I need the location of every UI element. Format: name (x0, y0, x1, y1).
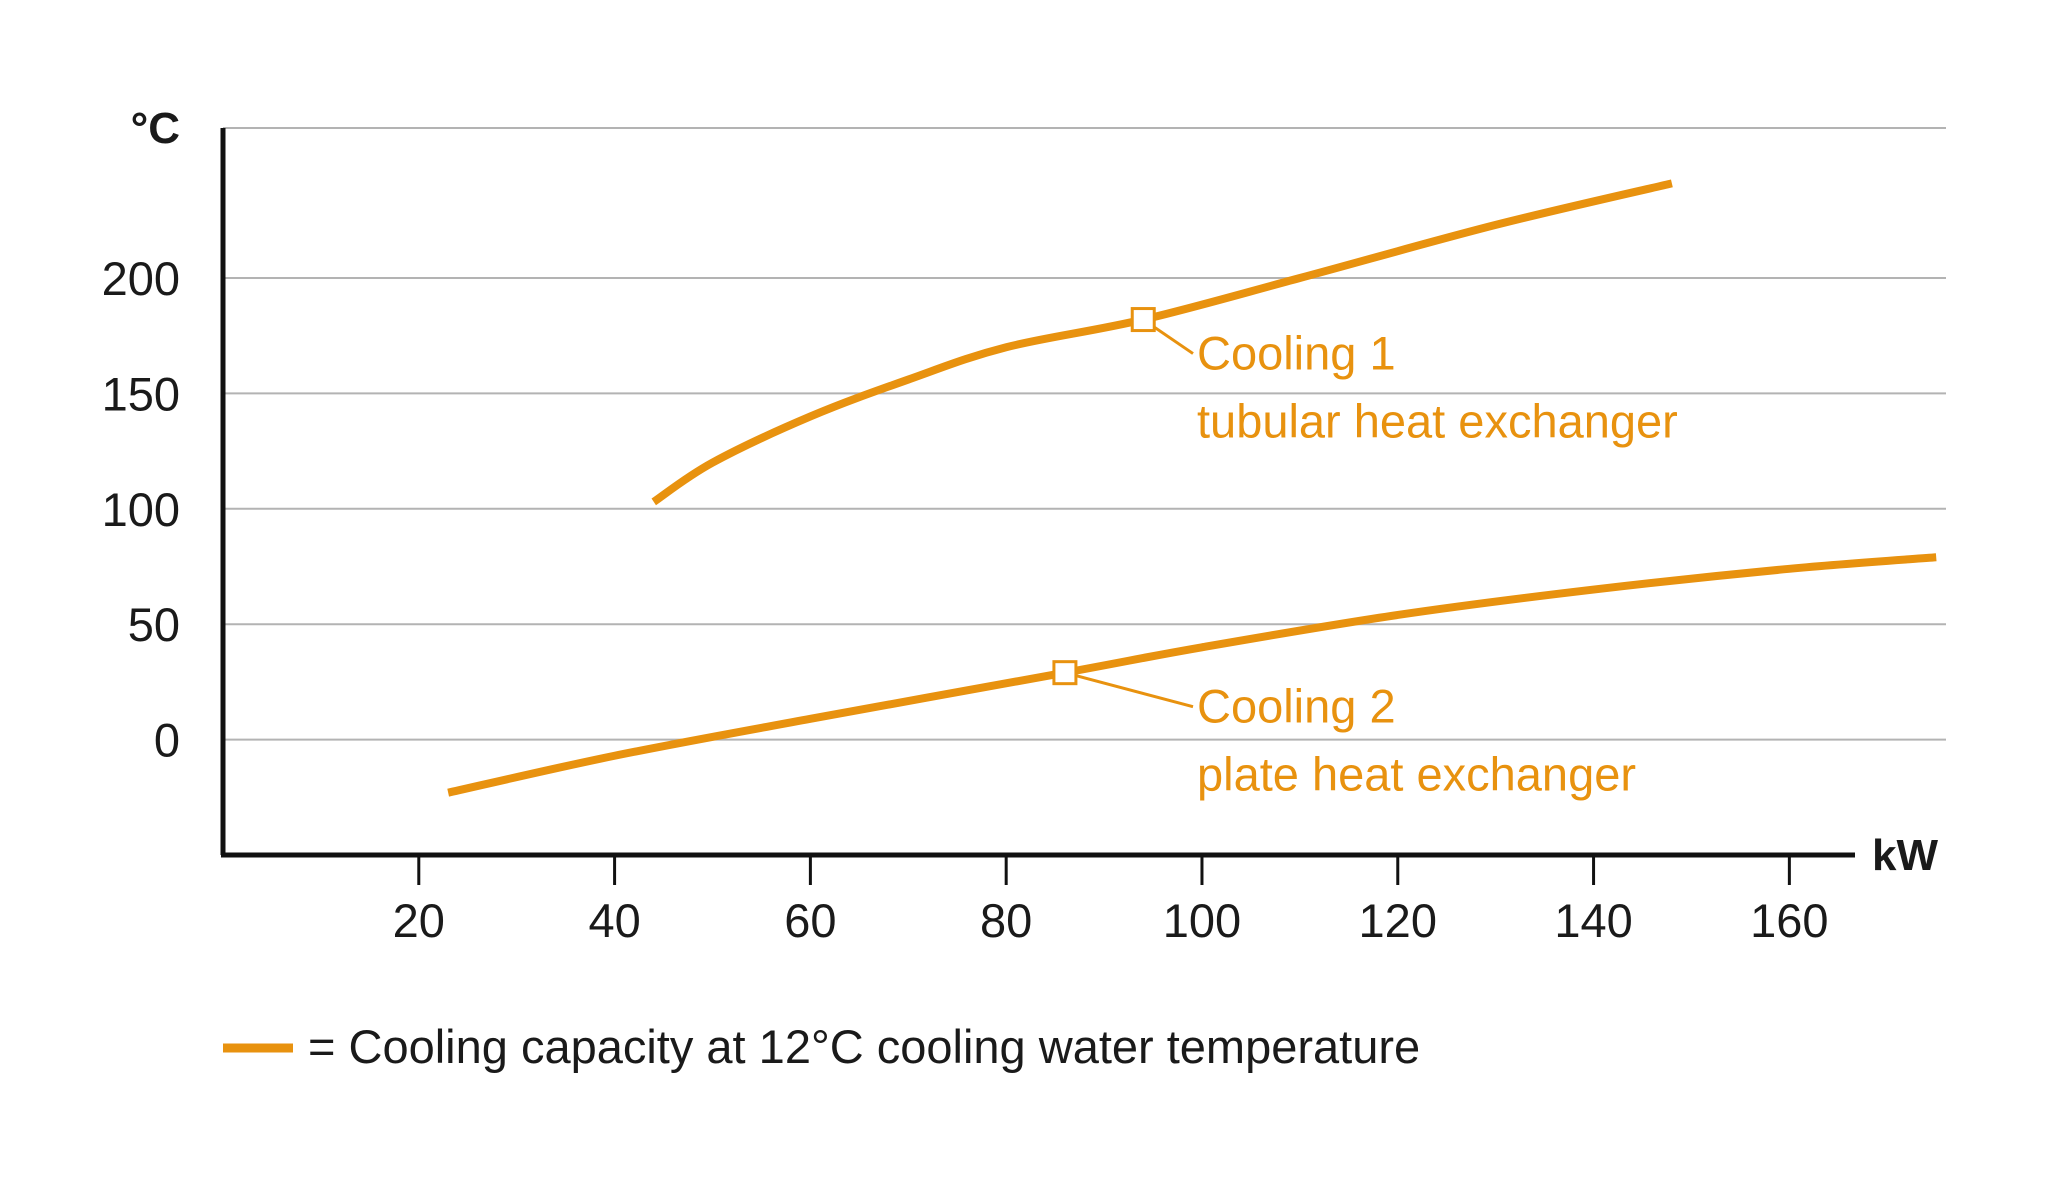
y-axis-unit-label: °C (131, 104, 180, 153)
y-tick-label-100: 100 (102, 483, 180, 536)
y-tick-label-200: 200 (102, 252, 180, 305)
series-line-2 (447, 553, 1937, 797)
series-layer (447, 179, 1937, 797)
series-marker-2 (1052, 660, 1078, 686)
callout-label-2-line-1: Cooling 2 (1197, 680, 1396, 733)
series-line-1 (651, 179, 1673, 506)
x-tick-label-100: 100 (1163, 894, 1241, 947)
tick-labels: 20 40 60 80 100 120 140 160 0 50 100 150 200 (102, 252, 1829, 947)
x-tick-label-20: 20 (393, 894, 445, 947)
x-tick-label-80: 80 (980, 894, 1032, 947)
x-tick-label-120: 120 (1359, 894, 1437, 947)
callout-label-2-line-2: plate heat exchanger (1197, 748, 1636, 801)
x-tick-label-160: 160 (1750, 894, 1828, 947)
callouts: Cooling 1 tubular heat exchanger Cooling 2… (1052, 307, 1678, 801)
axes: °C kW (131, 104, 1939, 880)
x-tick-label-60: 60 (784, 894, 836, 947)
y-tick-label-150: 150 (102, 367, 180, 420)
x-tick-label-40: 40 (588, 894, 640, 947)
x-tick-label-140: 140 (1554, 894, 1632, 947)
legend: = Cooling capacity at 12°C cooling water… (223, 1020, 1420, 1073)
y-tick-label-50: 50 (128, 598, 180, 651)
callout-label-1-line-2: tubular heat exchanger (1197, 395, 1678, 448)
callout-leader-2 (1064, 671, 1194, 709)
legend-text: = Cooling capacity at 12°C cooling water… (308, 1020, 1420, 1073)
callout-label-1-line-1: Cooling 1 (1197, 327, 1396, 380)
y-tick-label-0: 0 (154, 714, 180, 767)
x-axis-unit-label: kW (1872, 831, 1938, 880)
grid-lines (223, 127, 1946, 741)
series-marker-1 (1130, 307, 1156, 333)
